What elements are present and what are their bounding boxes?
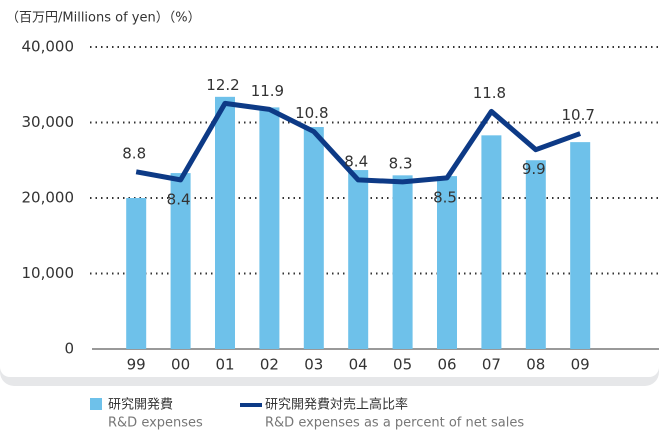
data-label: 12.2	[206, 76, 239, 94]
x-tick-label: 02	[260, 356, 279, 374]
bar	[437, 176, 457, 349]
x-tick-label: 08	[526, 356, 545, 374]
legend-swatch	[90, 398, 102, 410]
bar	[525, 160, 546, 349]
plot-background-corner	[0, 0, 40, 40]
y-tick-label: 40,000	[22, 38, 75, 56]
legend-label: 研究開発費対売上高比率	[265, 397, 408, 413]
x-tick-label: 07	[482, 356, 501, 374]
legend-label: R&D expenses as a percent of net sales	[265, 416, 524, 431]
legend-label: R&D expenses	[108, 416, 203, 431]
x-tick-label: 04	[349, 356, 368, 374]
data-label: 10.7	[561, 106, 594, 124]
plot-background	[0, 0, 659, 377]
bar	[170, 173, 191, 349]
data-label: 9.9	[522, 160, 546, 178]
bar	[570, 142, 591, 349]
data-label: 8.5	[433, 188, 457, 206]
data-label: 8.4	[167, 190, 191, 208]
x-tick-label: 09	[571, 356, 590, 374]
axis-label: （百万円/Millions of yen）（%）	[6, 11, 201, 26]
x-tick-label: 00	[171, 356, 190, 374]
data-label: 10.8	[295, 104, 328, 122]
y-tick-label: 30,000	[22, 113, 75, 131]
bar	[259, 107, 280, 350]
y-tick-label: 20,000	[22, 189, 75, 207]
bar	[481, 135, 502, 349]
legend-label: 研究開発費	[108, 398, 173, 413]
x-tick-label: 01	[215, 356, 234, 374]
line	[135, 100, 582, 185]
data-label: 11.8	[473, 84, 506, 102]
x-tick-label: 06	[437, 356, 456, 374]
x-tick-label: 05	[393, 356, 412, 374]
y-tick-label: 10,000	[22, 264, 75, 282]
bar	[392, 175, 413, 349]
x-tick-label: 03	[304, 356, 323, 374]
bar	[348, 170, 369, 349]
data-label: 8.3	[389, 154, 413, 172]
bar	[303, 127, 324, 349]
data-label: 11.9	[251, 82, 284, 100]
data-label: 8.8	[122, 144, 146, 162]
data-label: 8.4	[344, 152, 368, 170]
y-tick-label: 0	[64, 340, 74, 358]
x-tick-label: 99	[127, 356, 146, 374]
bar	[215, 96, 235, 349]
bar	[126, 198, 147, 349]
